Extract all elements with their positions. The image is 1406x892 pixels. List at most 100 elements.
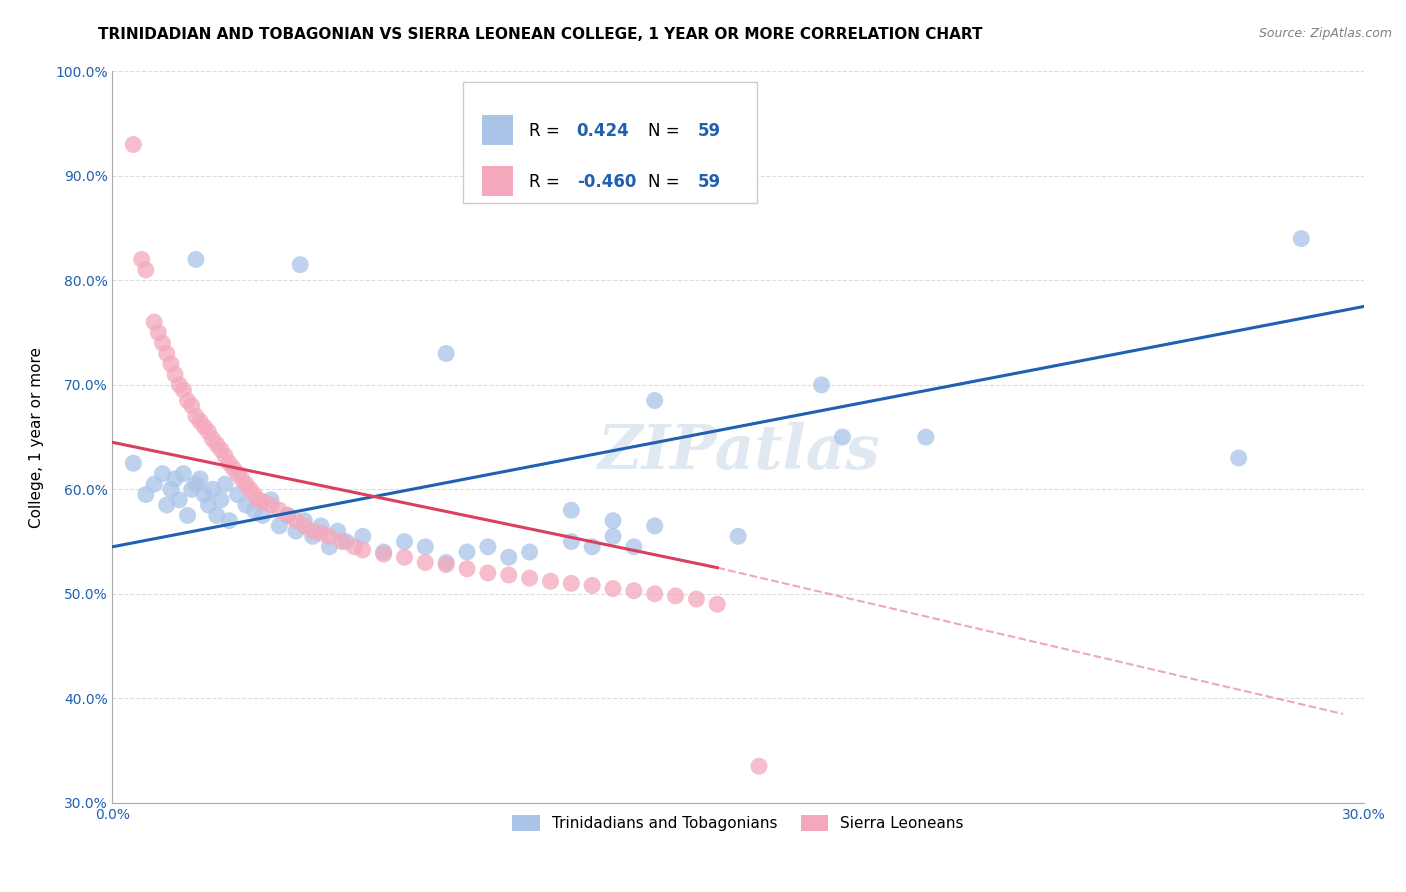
Text: N =: N = [648,173,679,192]
Point [727,529,749,543]
Point [209,442,232,457]
Point [343,540,366,554]
Point [231,472,253,486]
Point [152,336,174,351]
Point [188,472,211,486]
Point [413,540,436,554]
Text: 0.424: 0.424 [576,122,630,140]
Point [214,477,236,491]
Point [456,562,478,576]
Point [434,558,457,572]
Point [167,492,190,507]
Point [519,545,541,559]
Point [131,252,153,267]
Point [176,393,198,408]
Point [197,425,219,439]
Point [247,492,270,507]
Point [205,437,228,451]
Point [269,519,291,533]
Point [623,583,645,598]
Point [226,467,249,481]
Point [413,556,436,570]
Point [665,589,688,603]
Point [456,545,478,559]
Point [160,483,183,497]
Point [163,368,186,382]
Point [184,409,207,424]
Point [188,414,211,428]
Point [373,547,395,561]
FancyBboxPatch shape [482,115,513,145]
Point [205,508,228,523]
Point [477,566,499,580]
Point [581,540,603,554]
Point [285,514,308,528]
Point [309,526,332,541]
Point [184,252,207,267]
Point [184,477,207,491]
Point [218,514,240,528]
Point [644,519,666,533]
Text: R =: R = [529,122,560,140]
Point [148,326,170,340]
Point [135,487,157,501]
Point [644,393,666,408]
Text: Source: ZipAtlas.com: Source: ZipAtlas.com [1258,27,1392,40]
Point [498,550,520,565]
Point [143,315,166,329]
Point [602,514,624,528]
Point [748,759,770,773]
Point [252,508,274,523]
Text: TRINIDADIAN AND TOBAGONIAN VS SIERRA LEONEAN COLLEGE, 1 YEAR OR MORE CORRELATION: TRINIDADIAN AND TOBAGONIAN VS SIERRA LEO… [98,27,983,42]
Point [260,492,283,507]
Point [172,383,194,397]
Point [143,477,166,491]
Point [538,574,561,589]
Point [252,495,274,509]
Point [810,377,832,392]
Point [326,524,349,538]
Point [394,534,416,549]
Point [167,377,190,392]
FancyBboxPatch shape [482,166,513,195]
Point [239,483,262,497]
Point [685,592,707,607]
Point [318,540,340,554]
Point [201,483,224,497]
Point [330,534,353,549]
Y-axis label: College, 1 year or more: College, 1 year or more [30,347,44,527]
Point [602,582,624,596]
Text: N =: N = [648,122,679,140]
Point [235,477,257,491]
Point [290,258,312,272]
Point [560,534,582,549]
Point [309,519,332,533]
Point [243,487,266,501]
Point [318,529,340,543]
Point [285,524,308,538]
Point [434,346,457,360]
Point [152,467,174,481]
Point [498,568,520,582]
FancyBboxPatch shape [463,82,756,203]
Point [519,571,541,585]
Point [581,578,603,592]
Point [218,456,240,470]
Point [277,508,299,523]
Point [172,467,194,481]
Point [243,503,266,517]
Point [222,461,245,475]
Point [277,508,299,523]
Point [644,587,666,601]
Point [292,519,315,533]
Point [193,419,215,434]
Point [269,503,291,517]
Point [560,503,582,517]
Point [160,357,183,371]
Text: ZIPatlas: ZIPatlas [596,422,880,482]
Point [135,263,157,277]
Text: 59: 59 [699,173,721,192]
Point [623,540,645,554]
Point [209,492,232,507]
Point [301,524,323,538]
